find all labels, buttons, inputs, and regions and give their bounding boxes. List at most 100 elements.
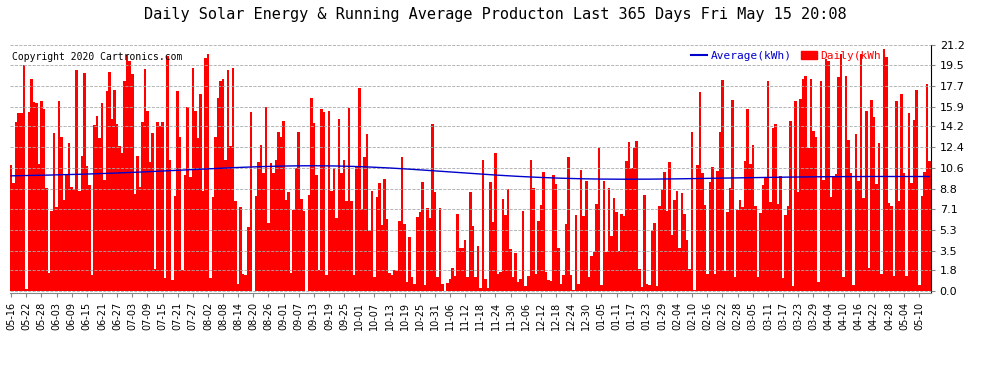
Bar — [544, 272, 547, 291]
Bar — [590, 256, 593, 291]
Bar — [616, 212, 618, 291]
Bar — [116, 124, 119, 291]
Bar — [764, 177, 766, 291]
Bar — [242, 274, 245, 291]
Bar — [673, 201, 676, 291]
Bar — [749, 164, 751, 291]
Bar — [908, 112, 911, 291]
Bar — [883, 49, 885, 291]
Bar — [787, 206, 789, 291]
Bar — [842, 278, 844, 291]
Bar — [346, 201, 347, 291]
Bar — [333, 168, 336, 291]
Bar — [580, 170, 582, 291]
Bar — [406, 282, 409, 291]
Bar — [805, 76, 807, 291]
Bar — [807, 148, 810, 291]
Bar — [504, 215, 507, 291]
Bar — [618, 251, 621, 291]
Bar — [363, 157, 365, 291]
Bar — [921, 196, 923, 291]
Bar — [671, 235, 673, 291]
Bar — [38, 164, 41, 291]
Bar — [810, 80, 812, 291]
Bar — [461, 248, 464, 291]
Bar — [15, 122, 18, 291]
Bar — [144, 69, 147, 291]
Bar — [103, 180, 106, 291]
Bar — [515, 253, 517, 291]
Bar — [875, 183, 877, 291]
Bar — [754, 206, 756, 291]
Bar — [487, 288, 489, 291]
Bar — [414, 284, 416, 291]
Bar — [885, 57, 888, 291]
Bar — [325, 275, 328, 291]
Bar — [259, 146, 262, 291]
Bar — [448, 279, 451, 291]
Bar — [621, 214, 623, 291]
Bar — [554, 184, 557, 291]
Bar — [57, 101, 60, 291]
Bar — [147, 111, 148, 291]
Bar — [285, 200, 287, 291]
Bar — [918, 285, 921, 291]
Bar — [96, 116, 98, 291]
Bar — [888, 203, 890, 291]
Bar — [593, 252, 595, 291]
Bar — [18, 113, 20, 291]
Bar — [769, 202, 771, 291]
Bar — [35, 103, 38, 291]
Bar — [437, 277, 439, 291]
Bar — [815, 137, 817, 291]
Bar — [547, 280, 549, 291]
Bar — [30, 79, 33, 291]
Legend: Average(kWh), Daily(kWh): Average(kWh), Daily(kWh) — [691, 51, 888, 60]
Bar — [48, 273, 50, 291]
Bar — [610, 236, 613, 291]
Bar — [429, 218, 432, 291]
Bar — [434, 192, 437, 291]
Bar — [847, 140, 849, 291]
Bar — [852, 285, 855, 291]
Bar — [751, 145, 754, 291]
Bar — [812, 131, 815, 291]
Bar — [509, 249, 512, 291]
Bar — [631, 168, 633, 291]
Bar — [479, 288, 481, 291]
Bar — [161, 122, 163, 291]
Bar — [43, 109, 46, 291]
Bar — [388, 273, 391, 291]
Bar — [650, 231, 653, 291]
Bar — [903, 173, 906, 291]
Bar — [277, 132, 280, 291]
Bar — [575, 215, 577, 291]
Bar — [530, 160, 532, 291]
Bar — [844, 76, 847, 291]
Bar — [287, 192, 290, 291]
Bar — [742, 207, 743, 291]
Bar — [838, 76, 840, 291]
Bar — [365, 134, 368, 291]
Bar — [774, 124, 777, 291]
Bar — [373, 278, 375, 291]
Bar — [608, 188, 610, 291]
Bar — [660, 190, 663, 291]
Bar — [398, 221, 401, 291]
Bar — [98, 138, 101, 291]
Bar — [900, 94, 903, 291]
Bar — [368, 231, 370, 291]
Bar — [323, 111, 325, 291]
Bar — [722, 80, 724, 291]
Bar — [828, 61, 830, 291]
Bar — [525, 286, 527, 291]
Bar — [653, 223, 655, 291]
Bar — [898, 201, 900, 291]
Bar — [587, 277, 590, 291]
Bar — [711, 167, 714, 291]
Bar — [855, 134, 857, 291]
Bar — [499, 272, 502, 291]
Bar — [249, 112, 252, 291]
Bar — [507, 189, 509, 291]
Bar — [308, 195, 310, 291]
